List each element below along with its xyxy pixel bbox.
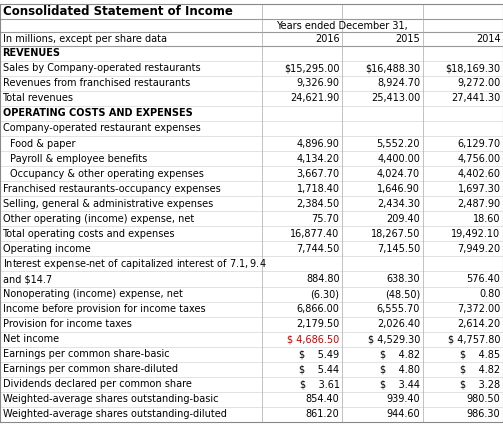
Text: 3,667.70: 3,667.70 xyxy=(296,169,340,178)
Text: 2016: 2016 xyxy=(315,34,340,44)
Text: Revenues from franchised restaurants: Revenues from franchised restaurants xyxy=(3,79,190,88)
Text: 980.50: 980.50 xyxy=(467,394,500,405)
Text: $    3.28: $ 3.28 xyxy=(460,379,500,390)
Text: Interest expense-net of capitalized interest of $7.1, $9.4: Interest expense-net of capitalized inte… xyxy=(3,257,266,271)
Text: 986.30: 986.30 xyxy=(467,409,500,420)
Text: Company-operated restaurant expenses: Company-operated restaurant expenses xyxy=(3,124,200,133)
Text: 1,697.30: 1,697.30 xyxy=(458,184,500,193)
Text: Earnings per common share-diluted: Earnings per common share-diluted xyxy=(3,364,178,375)
Text: Selling, general & administrative expenses: Selling, general & administrative expens… xyxy=(3,199,213,209)
Text: 19,492.10: 19,492.10 xyxy=(451,229,500,239)
Text: 2,179.50: 2,179.50 xyxy=(296,319,340,329)
Text: 4,756.00: 4,756.00 xyxy=(457,154,500,163)
Text: 2,384.50: 2,384.50 xyxy=(296,199,340,209)
Text: Other operating (income) expense, net: Other operating (income) expense, net xyxy=(3,214,194,224)
Text: 944.60: 944.60 xyxy=(386,409,420,420)
Text: Sales by Company-operated restaurants: Sales by Company-operated restaurants xyxy=(3,63,200,73)
Text: 1,718.40: 1,718.40 xyxy=(297,184,340,193)
Text: 6,866.00: 6,866.00 xyxy=(297,304,340,314)
Text: OPERATING COSTS AND EXPENSES: OPERATING COSTS AND EXPENSES xyxy=(3,109,192,118)
Text: 4,896.90: 4,896.90 xyxy=(297,139,340,148)
Text: 2015: 2015 xyxy=(395,34,420,44)
Text: Food & paper: Food & paper xyxy=(10,139,75,148)
Text: $    4.82: $ 4.82 xyxy=(460,364,500,375)
Text: (6.30): (6.30) xyxy=(310,289,340,299)
Text: 18.60: 18.60 xyxy=(473,214,500,224)
Text: 884.80: 884.80 xyxy=(306,274,340,284)
Text: 7,744.50: 7,744.50 xyxy=(296,244,340,254)
Text: $    4.85: $ 4.85 xyxy=(460,349,500,359)
Text: Provision for income taxes: Provision for income taxes xyxy=(3,319,131,329)
Text: 25,413.00: 25,413.00 xyxy=(371,94,420,103)
Text: $    3.44: $ 3.44 xyxy=(380,379,420,390)
Text: Dividends declared per common share: Dividends declared per common share xyxy=(3,379,191,390)
Text: 638.30: 638.30 xyxy=(386,274,420,284)
Text: $    3.61: $ 3.61 xyxy=(299,379,340,390)
Text: In millions, except per share data: In millions, except per share data xyxy=(3,34,166,44)
Text: 16,877.40: 16,877.40 xyxy=(290,229,340,239)
Text: $16,488.30: $16,488.30 xyxy=(365,63,420,73)
Text: 5,552.20: 5,552.20 xyxy=(377,139,420,148)
Text: 2,614.20: 2,614.20 xyxy=(457,319,500,329)
Text: $ 4,686.50: $ 4,686.50 xyxy=(287,334,340,344)
Text: REVENUES: REVENUES xyxy=(3,48,60,58)
Text: $    5.44: $ 5.44 xyxy=(299,364,340,375)
Text: Years ended December 31,: Years ended December 31, xyxy=(276,21,408,31)
Text: 1,646.90: 1,646.90 xyxy=(377,184,420,193)
Text: 7,949.20: 7,949.20 xyxy=(457,244,500,254)
Text: 9,326.90: 9,326.90 xyxy=(297,79,340,88)
Text: 939.40: 939.40 xyxy=(386,394,420,405)
Text: $ 4,529.30: $ 4,529.30 xyxy=(368,334,420,344)
Text: 9,272.00: 9,272.00 xyxy=(457,79,500,88)
Text: Consolidated Statement of Income: Consolidated Statement of Income xyxy=(3,5,232,18)
Text: $ 4,757.80: $ 4,757.80 xyxy=(448,334,500,344)
Text: Weighted-average shares outstanding-diluted: Weighted-average shares outstanding-dilu… xyxy=(3,409,226,420)
Text: 4,402.60: 4,402.60 xyxy=(458,169,500,178)
Text: $    4.80: $ 4.80 xyxy=(380,364,420,375)
Text: $    5.49: $ 5.49 xyxy=(299,349,340,359)
Text: 2,434.30: 2,434.30 xyxy=(377,199,420,209)
Text: (48.50): (48.50) xyxy=(385,289,420,299)
Text: 27,441.30: 27,441.30 xyxy=(451,94,500,103)
Text: and $14.7: and $14.7 xyxy=(3,274,52,284)
Text: 0.80: 0.80 xyxy=(479,289,500,299)
Text: 854.40: 854.40 xyxy=(306,394,340,405)
Text: $18,169.30: $18,169.30 xyxy=(445,63,500,73)
Text: Operating income: Operating income xyxy=(3,244,90,254)
Text: 6,555.70: 6,555.70 xyxy=(377,304,420,314)
Text: 18,267.50: 18,267.50 xyxy=(371,229,420,239)
Text: 4,024.70: 4,024.70 xyxy=(377,169,420,178)
Text: 2014: 2014 xyxy=(476,34,500,44)
Text: 8,924.70: 8,924.70 xyxy=(377,79,420,88)
Text: 6,129.70: 6,129.70 xyxy=(457,139,500,148)
Text: 4,400.00: 4,400.00 xyxy=(377,154,420,163)
Text: 209.40: 209.40 xyxy=(386,214,420,224)
Text: Payroll & employee benefits: Payroll & employee benefits xyxy=(10,154,147,163)
Text: Earnings per common share-basic: Earnings per common share-basic xyxy=(3,349,169,359)
Text: Total operating costs and expenses: Total operating costs and expenses xyxy=(3,229,175,239)
Text: 2,026.40: 2,026.40 xyxy=(377,319,420,329)
Text: Occupancy & other operating expenses: Occupancy & other operating expenses xyxy=(10,169,204,178)
Text: Nonoperating (income) expense, net: Nonoperating (income) expense, net xyxy=(3,289,183,299)
Text: Net income: Net income xyxy=(3,334,59,344)
Text: 4,134.20: 4,134.20 xyxy=(297,154,340,163)
Text: 7,145.50: 7,145.50 xyxy=(377,244,420,254)
Text: $15,295.00: $15,295.00 xyxy=(284,63,340,73)
Text: Franchised restaurants-occupancy expenses: Franchised restaurants-occupancy expense… xyxy=(3,184,220,193)
Text: Total revenues: Total revenues xyxy=(3,94,73,103)
Text: 7,372.00: 7,372.00 xyxy=(457,304,500,314)
Text: 75.70: 75.70 xyxy=(312,214,340,224)
Text: 2,487.90: 2,487.90 xyxy=(457,199,500,209)
Text: 861.20: 861.20 xyxy=(306,409,340,420)
Text: Income before provision for income taxes: Income before provision for income taxes xyxy=(3,304,205,314)
Text: Weighted-average shares outstanding-basic: Weighted-average shares outstanding-basi… xyxy=(3,394,218,405)
Text: 24,621.90: 24,621.90 xyxy=(290,94,340,103)
Text: $    4.82: $ 4.82 xyxy=(380,349,420,359)
Text: 576.40: 576.40 xyxy=(467,274,500,284)
